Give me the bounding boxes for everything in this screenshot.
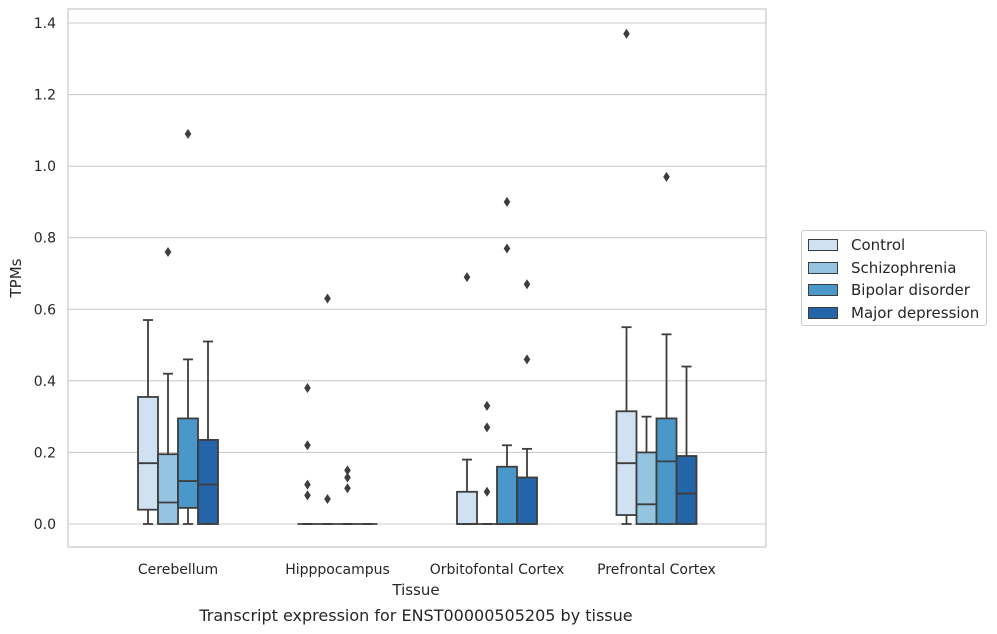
y-tick-label: 1.4 <box>34 16 56 32</box>
outlier-point <box>463 272 471 283</box>
y-tick-label: 0.2 <box>34 445 56 461</box>
box-control <box>456 272 478 525</box>
outlier-point <box>344 472 351 483</box>
legend-label: Major depression <box>851 303 980 322</box>
plot-frame <box>67 8 767 548</box>
x-tick-label: Orbitofontal Cortex <box>430 562 565 578</box>
box-major-depression <box>675 365 698 525</box>
y-tick-label: 0.4 <box>34 374 56 390</box>
x-tick-label: Cerebellum <box>138 562 218 578</box>
outlier-point <box>304 440 311 451</box>
outlier-point <box>523 279 531 290</box>
box-schizophrenia <box>635 415 658 525</box>
legend-label: Control <box>851 236 906 254</box>
box-control <box>137 319 159 525</box>
x-axis-label: Tissue <box>391 581 439 599</box>
box-control <box>297 383 318 525</box>
outlier-point <box>663 171 670 182</box>
x-tick-label: Prefrontal Cortex <box>597 562 716 578</box>
box-major-depression <box>197 340 219 525</box>
box-bipolar-disorder <box>177 128 199 525</box>
outlier-point <box>623 28 630 39</box>
box-body <box>456 490 478 525</box>
box-schizophrenia <box>477 400 497 525</box>
outlier-point <box>184 128 192 139</box>
box-control <box>615 28 638 525</box>
box-body <box>516 476 538 525</box>
y-tick-label: 0.6 <box>34 302 56 318</box>
box-body <box>635 451 658 525</box>
legend-label: Bipolar disorder <box>851 281 970 299</box>
legend-swatch <box>808 284 838 296</box>
legend-swatch <box>808 239 838 251</box>
outlier-point <box>304 479 311 490</box>
box-major-depression <box>516 279 538 525</box>
outlier-point <box>344 465 351 476</box>
y-tick-label: 0.8 <box>34 231 56 247</box>
box-body <box>655 417 678 525</box>
outlier-point <box>483 486 491 497</box>
outlier-point <box>324 293 331 304</box>
box-body <box>177 417 199 509</box>
legend-item: Schizophrenia <box>808 258 956 278</box>
outlier-point <box>483 400 491 411</box>
box-body <box>496 465 518 525</box>
legend-label: Schizophrenia <box>851 258 957 277</box>
outlier-point <box>523 354 531 365</box>
box-bipolar-disorder <box>655 171 678 525</box>
y-tick-labels: 0.0 0.2 0.4 0.6 0.8 1.0 1.2 1.4 <box>34 16 56 533</box>
x-tick-labels: Cerebellum Hipppocampus Orbitofontal Corte… <box>138 562 716 578</box>
outlier-point <box>304 490 311 501</box>
outlier-point <box>503 243 511 254</box>
outlier-point <box>304 383 311 394</box>
legend-swatch <box>808 306 838 319</box>
box-body <box>157 453 179 525</box>
legend-item: Control <box>808 235 905 255</box>
legend-item: Major depression <box>808 303 979 323</box>
legend-item: Bipolar disorder <box>808 280 970 300</box>
outlier-point <box>164 247 172 258</box>
outlier-point <box>483 422 491 433</box>
outlier-point <box>324 493 331 504</box>
box-body <box>137 396 159 511</box>
boxes <box>137 28 698 525</box>
x-tick-label: Hipppocampus <box>285 562 390 578</box>
y-axis-label: TPMs <box>7 258 25 298</box>
box-schizophrenia <box>157 247 179 525</box>
legend: Control Schizophrenia Bipolar disorder Majo… <box>801 230 987 326</box>
y-tick-label: 1.2 <box>34 88 56 104</box>
y-tick-label: 1.0 <box>34 159 56 175</box>
box-bipolar-disorder <box>337 465 358 525</box>
box-body <box>675 455 698 525</box>
box-schizophrenia <box>317 293 338 525</box>
box-body <box>197 439 219 525</box>
box-bipolar-disorder <box>496 196 518 525</box>
y-tick-label: 0.0 <box>34 517 56 533</box>
legend-swatch <box>808 261 838 274</box>
chart-caption: Transcript expression for ENST0000050520… <box>199 606 633 625</box>
outlier-point <box>344 483 351 494</box>
outlier-point <box>503 196 511 207</box>
